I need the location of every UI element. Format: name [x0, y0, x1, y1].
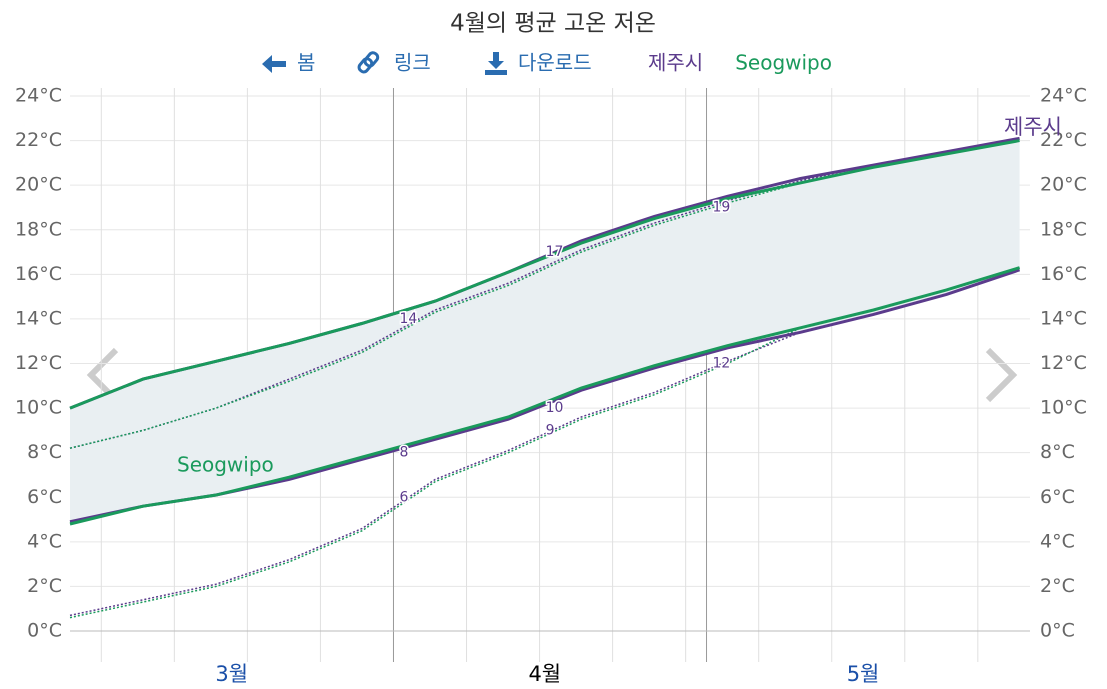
download-button[interactable]: 다운로드 [518, 51, 592, 75]
y-tick-label: 14°C [15, 307, 62, 329]
y-tick-label-right: 16°C [1040, 263, 1087, 285]
back-button[interactable]: 봄 [297, 51, 315, 75]
y-tick-label: 0°C [27, 620, 62, 642]
y-tick-label-right: 12°C [1040, 352, 1087, 374]
data-label: 14 [399, 311, 417, 327]
data-label: 6 [399, 489, 408, 505]
toolbar: 봄 링크 다운로드 [262, 51, 592, 75]
data-label: 19 [713, 199, 731, 215]
link-icon[interactable] [357, 51, 380, 74]
y-tick-label: 20°C [15, 174, 62, 196]
y-tick-label-right: 24°C [1040, 85, 1087, 107]
y-tick-label-right: 0°C [1040, 620, 1075, 642]
line [69, 139, 1020, 410]
data-label: 9 [546, 422, 555, 438]
y-tick-label: 2°C [27, 575, 62, 597]
x-tick-label: 4월 [528, 662, 561, 686]
y-tick-label-right: 6°C [1040, 486, 1075, 508]
back-icon[interactable] [262, 55, 286, 73]
y-tick-label: 8°C [27, 441, 62, 463]
dotted-line [69, 269, 1020, 617]
y-tick-label-right: 20°C [1040, 174, 1087, 196]
y-tick-label-right: 8°C [1040, 441, 1075, 463]
line [69, 266, 1021, 526]
series-label: 제주시 [1004, 115, 1062, 139]
data-label: 12 [713, 356, 731, 372]
y-tick-label-right: 4°C [1040, 530, 1075, 552]
data-label: 8 [399, 445, 408, 461]
x-tick-label[interactable]: 3월 [215, 662, 248, 686]
download-icon[interactable] [485, 52, 507, 75]
y-tick-label: 6°C [27, 486, 62, 508]
y-tick-label: 16°C [15, 263, 62, 285]
data-label: 17 [546, 244, 564, 260]
x-tick-label[interactable]: 5월 [847, 662, 880, 686]
y-tick-label: 24°C [15, 85, 62, 107]
y-tick-label-right: 14°C [1040, 307, 1087, 329]
link-button[interactable]: 링크 [394, 51, 431, 75]
y-tick-label: 18°C [15, 218, 62, 240]
next-arrow[interactable] [985, 347, 1018, 403]
data-label: 10 [546, 400, 564, 416]
y-tick-label: 22°C [15, 129, 62, 151]
y-tick-label-right: 22°C [1040, 129, 1087, 151]
series-label: Seogwipo [177, 453, 274, 477]
y-tick-label-right: 18°C [1040, 218, 1087, 240]
y-tick-label: 4°C [27, 530, 62, 552]
y-tick-label: 12°C [15, 352, 62, 374]
legend-entry[interactable]: 제주시 [648, 51, 703, 75]
y-tick-label-right: 10°C [1040, 397, 1087, 419]
chart-title: 4월의 평균 고온 저온 [450, 11, 656, 37]
legend-entry[interactable]: Seogwipo [735, 51, 832, 75]
temperature-band [70, 138, 1020, 522]
y-tick-label: 10°C [15, 397, 62, 419]
y-tick-label-right: 2°C [1040, 575, 1075, 597]
